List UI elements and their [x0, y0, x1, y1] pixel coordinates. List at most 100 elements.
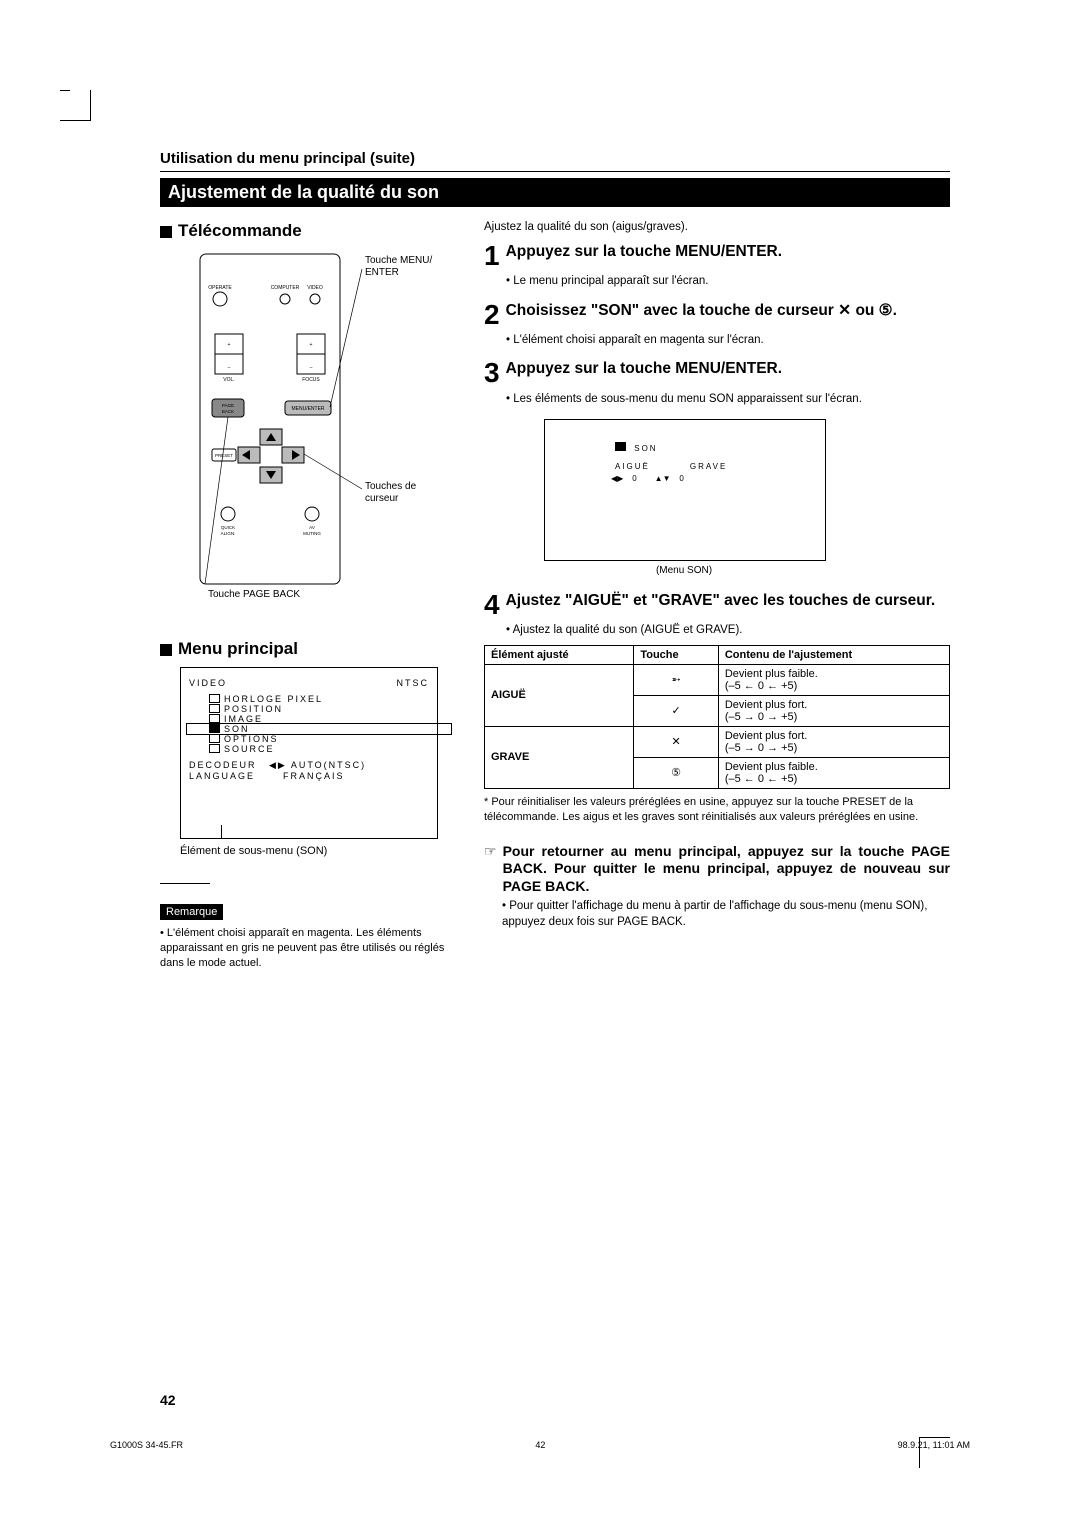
th-key: Touche [634, 645, 719, 664]
step-3: 3 Appuyez sur la touche MENU/ENTER. [484, 360, 950, 385]
step-num: 1 [484, 243, 500, 268]
step-4-body-text: Ajustez la qualité du son (AIGUË et GRAV… [513, 624, 743, 636]
menu-item: IMAGE [224, 714, 263, 724]
callout-pageback: Touche PAGE BACK [208, 589, 300, 600]
remarque-tag: Remarque [160, 904, 223, 920]
adjust-table: Élément ajusté Touche Contenu de l'ajust… [484, 645, 950, 789]
return-title: Pour retourner au menu principal, appuye… [503, 843, 950, 896]
td-key: ✕ [634, 726, 719, 757]
son-caption: (Menu SON) [544, 565, 824, 576]
menu-item: POSITION [224, 704, 283, 714]
left-column: Télécommande OPERATE COMPUTER VIDEO [160, 221, 460, 971]
remarque-body: L'élément choisi apparaît en magenta. Le… [160, 927, 444, 969]
svg-text:ALIGN.: ALIGN. [221, 531, 236, 536]
step-num: 3 [484, 360, 500, 385]
step-3-body: • Les éléments de sous-menu du menu SON … [506, 392, 950, 408]
crop-mark [60, 90, 91, 121]
remarque-text: • L'élément choisi apparaît en magenta. … [160, 926, 460, 971]
intro-text: Ajustez la qualité du son (aigus/graves)… [484, 221, 950, 233]
svg-text:COMPUTER: COMPUTER [271, 285, 300, 291]
svg-text:PAGE: PAGE [222, 403, 234, 408]
menu-video: VIDEO [189, 678, 227, 688]
step-title: Choisissez "SON" avec la touche de curse… [506, 302, 897, 327]
step-title: Appuyez sur la touche MENU/ENTER. [506, 243, 782, 268]
menu-item: SOURCE [224, 744, 275, 754]
svg-text:MENU/ENTER: MENU/ENTER [291, 406, 324, 412]
th-content: Contenu de l'ajustement [718, 645, 949, 664]
svg-text:+: + [310, 342, 313, 348]
callout-menu: Touche MENU/ ENTER [365, 255, 432, 279]
step-title: Ajustez "AIGUË" et "GRAVE" avec les touc… [506, 592, 936, 617]
menu-lang-l: LANGUAGE [189, 771, 283, 781]
footer: G1000S 34-45.FR 42 98.9.21, 11:01 AM [110, 1440, 970, 1450]
svg-text:VOL.: VOL. [223, 377, 234, 383]
td-key: ➵ [634, 664, 719, 695]
th-element: Élément ajusté [485, 645, 634, 664]
menu-caption: Élément de sous-menu (SON) [180, 845, 460, 857]
menu-lang-r: FRANÇAIS [283, 771, 345, 781]
svg-text:+: + [228, 342, 231, 348]
callout-cursor: Touches de curseur [365, 481, 416, 505]
columns: Télécommande OPERATE COMPUTER VIDEO [160, 221, 950, 971]
son-grave: GRAVE [690, 462, 727, 471]
td-aigue: AIGUË [485, 664, 634, 726]
step-title: Appuyez sur la touche MENU/ENTER. [506, 360, 782, 385]
son-title: SON [634, 444, 657, 453]
return-body: • Pour quitter l'affichage du menu à par… [502, 899, 950, 930]
svg-text:–: – [228, 365, 231, 371]
svg-text:MUTING: MUTING [303, 531, 321, 536]
td-desc: Devient plus faible. (–5 ← 0 ← +5) [718, 757, 949, 788]
menu-ntsc: NTSC [397, 678, 430, 688]
return-block: ☞ Pour retourner au menu principal, appu… [484, 843, 950, 896]
son-aigue-val: 0 [632, 474, 636, 483]
menu-heading: Menu principal [160, 639, 460, 659]
remote-heading-text: Télécommande [178, 221, 302, 240]
section-title: Ajustement de la qualité du son [160, 178, 950, 207]
menu-decodeur-l: DECODEUR [189, 760, 269, 771]
footer-right: 98.9.21, 11:01 AM [898, 1440, 970, 1450]
svg-text:FOCUS: FOCUS [302, 377, 320, 383]
son-screen: SON AIGUË GRAVE ◀▶ 0 ▲▼ 0 [544, 419, 826, 561]
menu-decodeur-r: AUTO(NTSC) [291, 760, 366, 771]
remote-diagram: OPERATE COMPUTER VIDEO + – VOL. [190, 249, 390, 589]
section-suite: Utilisation du menu principal (suite) [160, 150, 950, 172]
step-num: 4 [484, 592, 500, 617]
main-menu-screen: VIDEO NTSC HORLOGE PIXEL POSITION IMAGE … [180, 667, 438, 839]
step-1-body: • Le menu principal apparaît sur l'écran… [506, 274, 950, 290]
page-number: 42 [160, 1392, 176, 1408]
svg-text:BACK: BACK [222, 409, 234, 414]
hand-icon: ☞ [484, 843, 497, 896]
step-1-body-text: Le menu principal apparaît sur l'écran. [513, 275, 708, 287]
remote-svg: OPERATE COMPUTER VIDEO + – VOL. [190, 249, 365, 589]
menu-item: HORLOGE PIXEL [224, 694, 323, 704]
step-2-body: • L'élément choisi apparaît en magenta s… [506, 333, 950, 349]
remote-heading: Télécommande [160, 221, 460, 241]
step-2: 2 Choisissez "SON" avec la touche de cur… [484, 302, 950, 327]
td-desc: Devient plus faible. (–5 ← 0 ← +5) [718, 664, 949, 695]
step-4: 4 Ajustez "AIGUË" et "GRAVE" avec les to… [484, 592, 950, 617]
son-aigue: AIGUË [615, 462, 650, 471]
td-key: ⑤ [634, 757, 719, 788]
preset-footnote: * Pour réinitialiser les valeurs prérégl… [484, 795, 950, 825]
page: Utilisation du menu principal (suite) Aj… [0, 0, 1080, 1528]
td-desc: Devient plus fort. (–5 → 0 → +5) [718, 726, 949, 757]
svg-text:OPERATE: OPERATE [208, 285, 232, 291]
svg-text:QUICK: QUICK [221, 525, 235, 530]
menu-heading-text: Menu principal [178, 639, 298, 658]
td-grave: GRAVE [485, 726, 634, 788]
svg-text:AV: AV [309, 525, 315, 530]
menu-item: OPTIONS [224, 734, 279, 744]
menu-item-selected: SON [224, 724, 250, 734]
step-1: 1 Appuyez sur la touche MENU/ENTER. [484, 243, 950, 268]
td-key: ✓ [634, 695, 719, 726]
step-3-body-text: Les éléments de sous-menu du menu SON ap… [513, 393, 862, 405]
footer-left: G1000S 34-45.FR [110, 1440, 183, 1450]
svg-text:VIDEO: VIDEO [307, 285, 323, 291]
right-column: Ajustez la qualité du son (aigus/graves)… [484, 221, 950, 971]
son-grave-val: 0 [679, 474, 683, 483]
td-desc: Devient plus fort. (–5 → 0 → +5) [718, 695, 949, 726]
svg-text:PRESET: PRESET [215, 453, 233, 458]
step-num: 2 [484, 302, 500, 327]
step-2-body-text: L'élément choisi apparaît en magenta sur… [513, 334, 764, 346]
footer-center: 42 [535, 1440, 545, 1450]
